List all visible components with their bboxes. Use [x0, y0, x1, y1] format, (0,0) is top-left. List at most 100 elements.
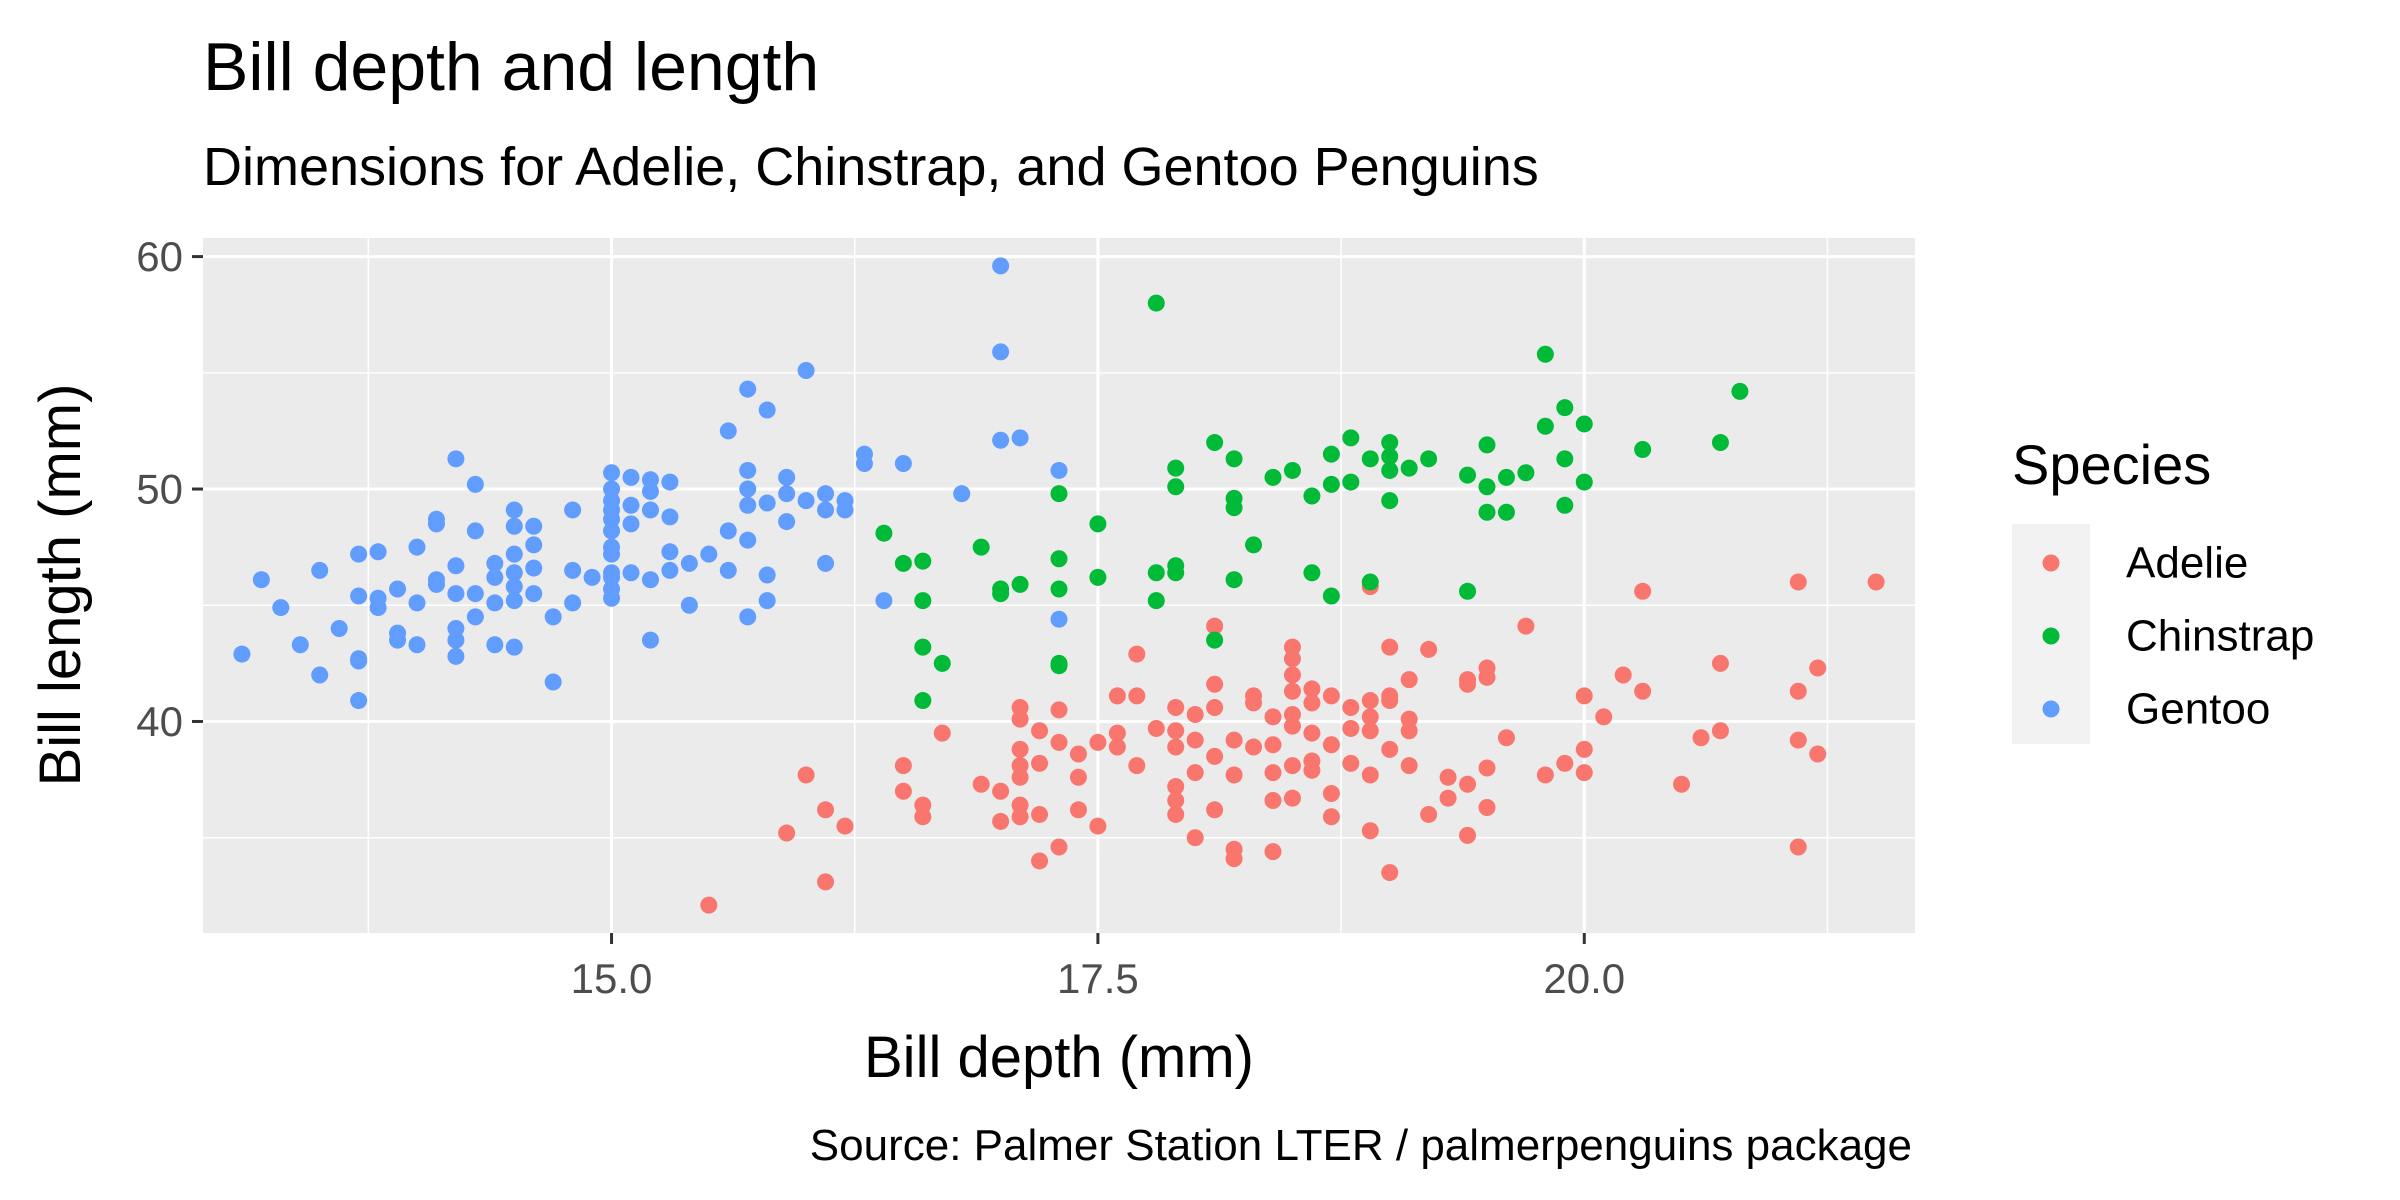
point-gentoo [1050, 610, 1068, 628]
y-tick-label: 40 [136, 698, 183, 745]
point-gentoo [447, 620, 465, 638]
point-chinstrap [992, 580, 1010, 598]
point-gentoo [408, 636, 426, 654]
point-gentoo [894, 454, 912, 472]
point-adelie [1342, 699, 1360, 717]
point-adelie [817, 801, 835, 819]
point-adelie [1381, 740, 1399, 758]
point-gentoo [700, 545, 718, 563]
point-gentoo [603, 480, 621, 498]
point-gentoo [505, 592, 523, 610]
point-adelie [1361, 822, 1379, 840]
chart-subtitle: Dimensions for Adelie, Chinstrap, and Ge… [203, 137, 1539, 197]
point-gentoo [778, 485, 796, 503]
point-chinstrap [972, 538, 990, 556]
axes: 15.0 17.5 20.0 40 50 60 [136, 233, 1625, 1002]
point-adelie [1283, 706, 1301, 724]
point-adelie [1011, 699, 1029, 717]
point-adelie [1011, 808, 1029, 826]
point-gentoo [369, 599, 387, 617]
point-adelie [972, 775, 990, 793]
point-adelie [1283, 666, 1301, 684]
point-gentoo [330, 620, 348, 638]
x-axis-title: Bill depth (mm) [864, 1025, 1254, 1090]
point-gentoo [544, 608, 562, 626]
point-adelie [1459, 775, 1477, 793]
point-adelie [1789, 731, 1807, 749]
point-adelie [1225, 766, 1243, 784]
point-gentoo [272, 599, 290, 617]
point-adelie [1089, 817, 1107, 835]
point-gentoo [641, 482, 659, 500]
point-chinstrap [1478, 478, 1496, 496]
point-adelie [1303, 761, 1321, 779]
point-adelie [817, 873, 835, 891]
point-gentoo [564, 594, 582, 612]
point-gentoo [622, 468, 640, 486]
grid-lines [203, 238, 1915, 933]
point-gentoo [311, 666, 329, 684]
point-adelie [1011, 740, 1029, 758]
legend-label-chinstrap: Chinstrap [2126, 612, 2314, 661]
point-adelie [1264, 792, 1282, 810]
point-gentoo [758, 494, 776, 512]
point-gentoo [603, 464, 621, 482]
point-gentoo [661, 473, 679, 491]
point-chinstrap [1556, 450, 1574, 468]
point-adelie [1206, 747, 1224, 765]
point-adelie [1206, 699, 1224, 717]
point-adelie [1069, 801, 1087, 819]
point-adelie [1459, 675, 1477, 693]
point-gentoo [739, 496, 757, 514]
point-adelie [1322, 736, 1340, 754]
point-chinstrap [1381, 461, 1399, 479]
point-adelie [1206, 675, 1224, 693]
point-adelie [1283, 717, 1301, 735]
point-adelie [1011, 710, 1029, 728]
point-adelie [1108, 738, 1126, 756]
point-adelie [1128, 757, 1146, 775]
point-adelie [1322, 785, 1340, 803]
point-chinstrap [914, 592, 932, 610]
data-points [233, 257, 1885, 914]
point-chinstrap [1050, 550, 1068, 568]
point-chinstrap [1089, 568, 1107, 586]
point-gentoo [817, 485, 835, 503]
point-chinstrap [1536, 345, 1554, 363]
point-adelie [1011, 796, 1029, 814]
point-chinstrap [1420, 450, 1438, 468]
point-adelie [1575, 764, 1593, 782]
point-adelie [1206, 617, 1224, 635]
point-adelie [1342, 754, 1360, 772]
point-adelie [1264, 736, 1282, 754]
point-gentoo [603, 545, 621, 563]
point-adelie [1420, 805, 1438, 823]
point-chinstrap [1089, 515, 1107, 533]
point-gentoo [564, 501, 582, 519]
point-adelie [1167, 805, 1185, 823]
point-adelie [1439, 768, 1457, 786]
point-adelie [1556, 754, 1574, 772]
legend-key-chinstrap [2042, 627, 2060, 645]
point-chinstrap [1634, 441, 1652, 459]
point-adelie [1108, 687, 1126, 705]
point-chinstrap [1497, 468, 1515, 486]
point-adelie [1400, 710, 1418, 728]
point-gentoo [992, 431, 1010, 449]
point-chinstrap [1206, 631, 1224, 649]
point-gentoo [447, 647, 465, 665]
point-gentoo [486, 594, 504, 612]
point-gentoo [1050, 461, 1068, 479]
point-chinstrap [1303, 487, 1321, 505]
point-adelie [1089, 733, 1107, 751]
point-gentoo [953, 485, 971, 503]
point-gentoo [233, 645, 251, 663]
point-chinstrap [875, 524, 893, 542]
point-chinstrap [1322, 587, 1340, 605]
point-gentoo [389, 580, 407, 598]
point-gentoo [525, 517, 543, 535]
point-gentoo [622, 515, 640, 533]
point-gentoo [486, 568, 504, 586]
point-adelie [1050, 733, 1068, 751]
point-adelie [1167, 778, 1185, 796]
